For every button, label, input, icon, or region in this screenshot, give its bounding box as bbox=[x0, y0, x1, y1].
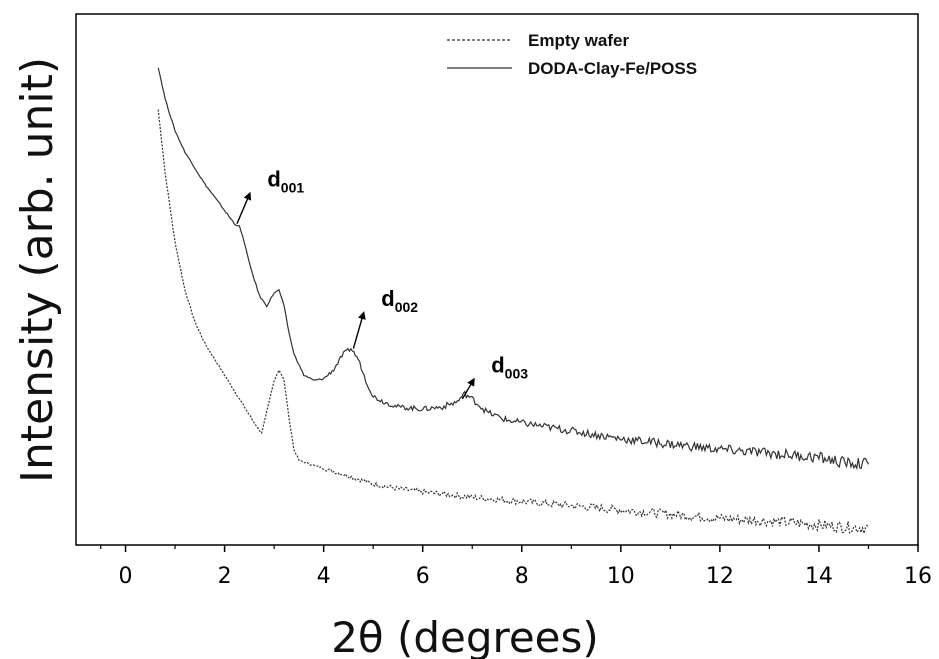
peak-label-d002: d002 bbox=[381, 286, 418, 315]
x-axis-title: 2θ (degrees) bbox=[331, 613, 599, 659]
x-tick-label: 2 bbox=[218, 564, 232, 589]
x-tick-label: 12 bbox=[706, 564, 734, 589]
x-tick-label: 6 bbox=[416, 564, 430, 589]
peak-arrow bbox=[236, 191, 252, 225]
y-axis-title: Intensity (arb. unit) bbox=[12, 57, 63, 483]
x-tick-label: 0 bbox=[119, 564, 133, 589]
legend-label-doda-clay: DODA-Clay-Fe/POSS bbox=[528, 59, 697, 78]
plot-frame bbox=[75, 13, 919, 546]
x-tick-label: 10 bbox=[607, 564, 635, 589]
legend: Empty wafer DODA-Clay-Fe/POSS bbox=[447, 31, 697, 78]
peak-label-d003: d003 bbox=[491, 352, 528, 381]
x-tick-label: 8 bbox=[515, 564, 529, 589]
x-tick-label: 16 bbox=[904, 564, 932, 589]
series-line-doda-clay-fe-poss bbox=[157, 67, 870, 471]
x-tick-label: 4 bbox=[317, 564, 331, 589]
x-tick-label: 14 bbox=[805, 564, 833, 589]
peak-arrow bbox=[352, 311, 366, 349]
series-line-empty-wafer bbox=[157, 109, 870, 535]
peak-label-d001: d001 bbox=[267, 167, 304, 196]
legend-label-empty-wafer: Empty wafer bbox=[528, 31, 629, 50]
peak-arrow bbox=[461, 377, 475, 400]
